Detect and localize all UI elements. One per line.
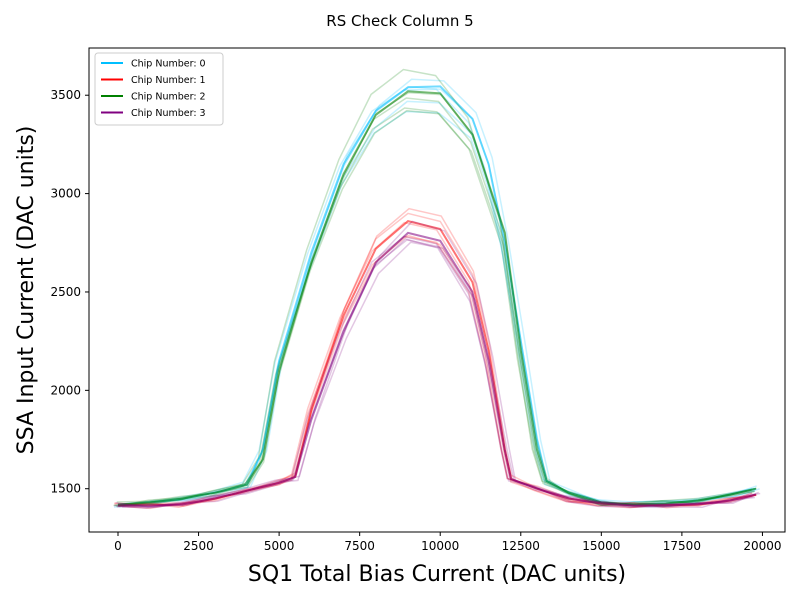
x-tick-label: 17500 [663, 539, 701, 553]
series-0-replicate-line [116, 110, 755, 508]
x-tick-label: 5000 [264, 539, 295, 553]
series-0-replicate-line [121, 78, 760, 508]
x-tick-label: 7500 [344, 539, 375, 553]
series-2-replicate-line [116, 97, 755, 508]
x-tick-label: 12500 [502, 539, 540, 553]
x-tick-label: 0 [114, 539, 122, 553]
series-3-replicate-line [120, 241, 759, 508]
series-0-replicate-line [113, 88, 753, 508]
x-tick-label: 20000 [743, 539, 781, 553]
series-1-replicate-line [114, 235, 753, 509]
series-0-line [117, 85, 757, 506]
series-3-line [118, 231, 757, 507]
legend-label: Chip Number: 1 [131, 75, 206, 86]
chart-title: RS Check Column 5 [326, 12, 473, 30]
ticks-layer: 0 2500 5000 7500 10000 12500 15000 17500 20000 15… [50, 88, 781, 553]
y-tick-label: 2000 [50, 383, 81, 397]
x-tick-label: 2500 [183, 539, 214, 553]
series-2-replicate-line [118, 91, 757, 507]
x-axis-label: SQ1 Total Bias Current (DAC units) [248, 562, 626, 587]
series-1-replicate-line [114, 221, 753, 507]
x-tick-label: 10000 [421, 539, 459, 553]
series-2-replicate-line [113, 68, 752, 507]
series-0-replicate-line [118, 86, 757, 508]
plot-frame [88, 47, 786, 533]
series-2-replicate-line [114, 107, 753, 507]
series-1-line [118, 220, 757, 507]
y-tick-label: 2500 [50, 285, 81, 299]
series-3-replicate-line [122, 220, 761, 509]
series-3-replicate-line [115, 238, 754, 508]
x-tick-label: 15000 [582, 539, 620, 553]
legend-label: Chip Number: 2 [131, 92, 206, 103]
y-tick-label: 1500 [50, 482, 81, 496]
series-2-replicate-line [116, 109, 755, 507]
series-0-replicate-line [117, 100, 756, 506]
series-1-replicate-line [117, 212, 757, 509]
series-3-replicate-line [116, 239, 755, 508]
series-1-replicate-line [118, 207, 758, 509]
y-tick-label: 3500 [50, 88, 81, 102]
lines-layer [113, 68, 761, 510]
y-axis-label: SSA Input Current (DAC units) [14, 126, 39, 455]
series-2-line [117, 90, 757, 506]
legend-label: Chip Number: 0 [131, 59, 206, 70]
legend: Chip Number: 0 Chip Number: 1 Chip Number:… [94, 52, 224, 126]
legend-box [94, 52, 224, 126]
legend-label: Chip Number: 3 [131, 108, 206, 119]
y-tick-label: 3000 [50, 187, 81, 201]
series-1-replicate-line [117, 234, 756, 510]
series-3-replicate-line [114, 235, 753, 509]
